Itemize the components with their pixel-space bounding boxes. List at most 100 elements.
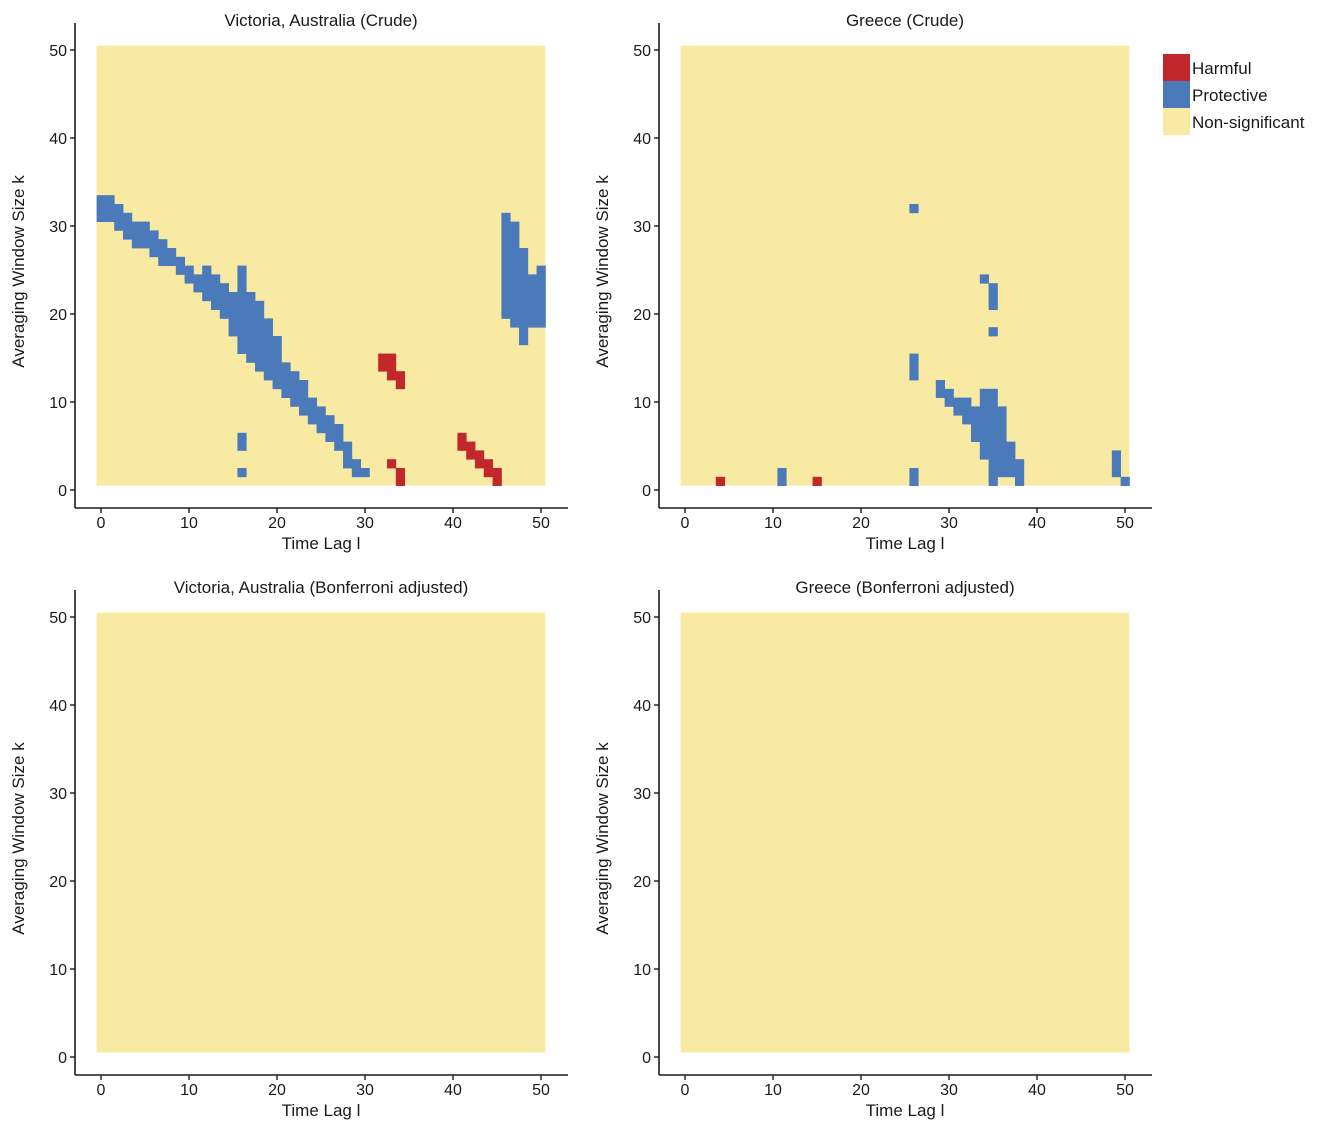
x-tick-label: 10 <box>764 1082 782 1099</box>
y-tick-label: 30 <box>633 219 651 236</box>
protective-cell <box>175 256 185 275</box>
protective-cell <box>140 221 150 249</box>
protective-cell <box>184 265 194 284</box>
protective-cell <box>1015 459 1025 486</box>
y-axis-title: Averaging Window Size k <box>593 742 612 935</box>
protective-cell <box>979 274 989 284</box>
panel-title: Victoria, Australia (Crude) <box>224 11 417 30</box>
y-tick-label: 50 <box>49 610 67 627</box>
protective-cell <box>909 204 919 214</box>
protective-cell <box>351 459 361 478</box>
protective-cell <box>935 380 945 398</box>
x-tick-label: 0 <box>97 1082 106 1099</box>
protective-cell <box>325 415 335 442</box>
harmful-cell <box>457 432 467 451</box>
protective-cell <box>519 248 529 346</box>
y-tick-label: 0 <box>642 1050 651 1067</box>
legend-label-non-significant: Non-significant <box>1192 113 1305 132</box>
x-tick-label: 0 <box>681 515 690 532</box>
legend-swatch-harmful <box>1163 54 1190 81</box>
protective-cell <box>149 230 159 258</box>
protective-cell <box>979 388 989 460</box>
protective-cell <box>510 221 520 328</box>
y-tick-label: 10 <box>633 395 651 412</box>
y-tick-label: 20 <box>633 874 651 891</box>
legend-label-harmful: Harmful <box>1192 59 1252 78</box>
y-tick-label: 40 <box>49 698 67 715</box>
x-tick-label: 40 <box>1028 1082 1046 1099</box>
protective-cell <box>202 265 212 302</box>
non-significant-region <box>96 612 546 1053</box>
heatmap-panel-1: 0 10 20 30 40 50 0 10 20 30 40 50 Victoria, Australi… <box>9 11 568 553</box>
y-tick-label: 40 <box>49 131 67 148</box>
protective-cell <box>1111 450 1121 478</box>
non-significant-region <box>680 45 1130 486</box>
y-tick-label: 40 <box>633 131 651 148</box>
legend: Harmful Protective Non-significant <box>1163 54 1305 135</box>
x-tick-label: 30 <box>356 515 374 532</box>
protective-cell <box>299 380 309 416</box>
protective-cell <box>777 468 787 486</box>
protective-cell <box>114 204 124 231</box>
x-tick-label: 20 <box>268 515 286 532</box>
x-tick-label: 40 <box>444 1082 462 1099</box>
protective-cell <box>228 292 238 337</box>
legend-label-protective: Protective <box>1192 86 1268 105</box>
protective-cell <box>131 221 141 249</box>
protective-cell <box>527 274 537 328</box>
y-tick-label: 20 <box>633 307 651 324</box>
protective-cell <box>237 432 247 451</box>
protective-cell <box>1006 441 1016 478</box>
y-tick-label: 50 <box>633 610 651 627</box>
protective-cell <box>909 353 919 381</box>
harmful-cell <box>395 371 405 390</box>
heatmap-panel-2: 0 10 20 30 40 50 0 10 20 30 40 50 Greece (Crude) Time… <box>593 11 1152 553</box>
y-tick-label: 40 <box>633 698 651 715</box>
protective-cell <box>167 248 177 266</box>
x-tick-label: 10 <box>764 515 782 532</box>
protective-cell <box>536 265 546 328</box>
y-tick-label: 20 <box>49 307 67 324</box>
y-tick-label: 50 <box>633 43 651 60</box>
x-tick-label: 30 <box>940 1082 958 1099</box>
protective-cell <box>962 397 972 425</box>
legend-swatch-non-significant <box>1163 108 1190 135</box>
y-tick-label: 30 <box>49 786 67 803</box>
harmful-cell <box>483 459 493 478</box>
x-tick-label: 20 <box>268 1082 286 1099</box>
protective-cell <box>971 406 981 442</box>
heatmap-panel-3: 0 10 20 30 40 50 0 10 20 30 40 50 Victoria, Australi… <box>9 578 568 1120</box>
x-tick-label: 30 <box>356 1082 374 1099</box>
harmful-cell <box>812 476 822 486</box>
protective-cell <box>263 318 273 381</box>
protective-cell <box>290 371 300 407</box>
harmful-cell <box>387 353 397 381</box>
protective-cell <box>360 468 370 478</box>
protective-cell <box>997 406 1007 478</box>
x-tick-label: 40 <box>1028 515 1046 532</box>
harmful-cell <box>387 459 397 469</box>
protective-cell <box>501 212 511 319</box>
panel-title: Greece (Bonferroni adjusted) <box>795 578 1014 597</box>
x-tick-label: 20 <box>852 515 870 532</box>
harmful-cell <box>715 476 725 486</box>
protective-cell <box>237 265 247 354</box>
protective-cell <box>944 388 954 407</box>
protective-cell <box>316 406 326 434</box>
y-tick-label: 10 <box>49 962 67 979</box>
protective-cell <box>123 212 133 240</box>
protective-cell <box>1120 476 1130 486</box>
panel-title: Greece (Crude) <box>846 11 964 30</box>
protective-cell <box>158 239 168 266</box>
x-tick-label: 50 <box>1116 515 1134 532</box>
protective-cell <box>307 397 317 425</box>
x-axis-title: Time Lag l <box>866 534 945 553</box>
protective-cell <box>211 274 221 310</box>
heatmap-panel-4: 0 10 20 30 40 50 0 10 20 30 40 50 Greece (Bonferroni… <box>593 578 1152 1120</box>
y-axis-title: Averaging Window Size k <box>593 175 612 368</box>
y-tick-label: 10 <box>49 395 67 412</box>
y-tick-label: 10 <box>633 962 651 979</box>
protective-cell <box>105 195 115 222</box>
y-tick-label: 20 <box>49 874 67 891</box>
